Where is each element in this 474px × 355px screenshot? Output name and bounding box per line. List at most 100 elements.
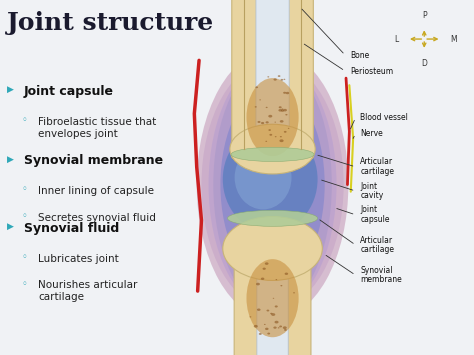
Text: L: L	[394, 34, 399, 44]
Ellipse shape	[255, 106, 257, 108]
Text: Bone: Bone	[350, 50, 369, 60]
Text: Joint
capsule: Joint capsule	[360, 206, 390, 224]
Text: Joint capsule: Joint capsule	[24, 85, 114, 98]
Text: Lubricates joint: Lubricates joint	[38, 254, 118, 264]
Ellipse shape	[281, 285, 283, 286]
Text: Synovial
membrane: Synovial membrane	[360, 266, 402, 284]
Ellipse shape	[275, 279, 277, 280]
Text: Inner lining of capsule: Inner lining of capsule	[38, 186, 154, 196]
Ellipse shape	[235, 146, 292, 209]
Ellipse shape	[283, 326, 287, 329]
Ellipse shape	[259, 99, 261, 100]
Text: Synovial fluid: Synovial fluid	[24, 222, 119, 235]
Ellipse shape	[246, 78, 299, 156]
Ellipse shape	[281, 110, 284, 112]
Ellipse shape	[264, 324, 265, 325]
Ellipse shape	[249, 316, 251, 317]
Ellipse shape	[254, 325, 258, 328]
Text: Nerve: Nerve	[360, 129, 383, 138]
Ellipse shape	[283, 79, 285, 80]
Ellipse shape	[275, 305, 278, 307]
Ellipse shape	[285, 114, 288, 115]
Ellipse shape	[288, 128, 290, 129]
Text: Nourishes articular
cartilage: Nourishes articular cartilage	[38, 280, 137, 302]
Text: Joint
cavity: Joint cavity	[360, 182, 383, 200]
Ellipse shape	[282, 109, 283, 110]
Text: Periosteum: Periosteum	[350, 66, 393, 76]
Ellipse shape	[273, 78, 277, 81]
FancyBboxPatch shape	[256, 0, 289, 151]
Ellipse shape	[279, 326, 282, 327]
Text: M: M	[450, 34, 456, 44]
Ellipse shape	[293, 292, 295, 294]
Ellipse shape	[275, 136, 276, 137]
Text: ◦: ◦	[21, 211, 27, 221]
Ellipse shape	[213, 60, 332, 309]
Ellipse shape	[274, 321, 279, 323]
Ellipse shape	[246, 259, 299, 337]
Text: ▶: ▶	[7, 222, 14, 231]
Ellipse shape	[269, 134, 272, 136]
Ellipse shape	[231, 147, 314, 162]
Ellipse shape	[280, 120, 283, 123]
Text: ◦: ◦	[21, 115, 27, 125]
Ellipse shape	[283, 92, 286, 94]
Ellipse shape	[265, 141, 267, 142]
Ellipse shape	[197, 50, 348, 320]
Ellipse shape	[228, 210, 318, 226]
FancyBboxPatch shape	[232, 0, 313, 159]
Ellipse shape	[255, 86, 258, 88]
Ellipse shape	[268, 115, 273, 118]
Text: D: D	[421, 59, 427, 67]
Ellipse shape	[281, 79, 283, 81]
Ellipse shape	[270, 313, 273, 315]
Text: Blood vessel: Blood vessel	[360, 113, 408, 122]
Ellipse shape	[265, 328, 269, 330]
Ellipse shape	[279, 106, 282, 108]
Ellipse shape	[273, 298, 274, 299]
FancyBboxPatch shape	[234, 246, 311, 355]
Ellipse shape	[265, 107, 268, 108]
Text: ▶: ▶	[7, 154, 14, 163]
Ellipse shape	[256, 283, 260, 285]
Ellipse shape	[201, 60, 344, 309]
Ellipse shape	[223, 126, 318, 233]
Text: P: P	[422, 11, 427, 20]
Ellipse shape	[261, 122, 264, 124]
Ellipse shape	[220, 85, 325, 284]
Text: Joint structure: Joint structure	[7, 11, 214, 35]
Ellipse shape	[273, 327, 277, 329]
Ellipse shape	[278, 327, 280, 328]
Text: Secretes synovial fluid: Secretes synovial fluid	[38, 213, 156, 223]
Ellipse shape	[209, 60, 337, 309]
Ellipse shape	[284, 329, 287, 331]
Ellipse shape	[259, 333, 262, 335]
Ellipse shape	[261, 278, 264, 280]
Ellipse shape	[223, 217, 322, 280]
Ellipse shape	[286, 92, 289, 94]
Text: Articular
cartilage: Articular cartilage	[360, 236, 394, 254]
Text: Synovial membrane: Synovial membrane	[24, 154, 163, 168]
Ellipse shape	[257, 121, 261, 123]
Ellipse shape	[263, 268, 266, 270]
Text: ▶: ▶	[7, 85, 14, 94]
Ellipse shape	[266, 310, 269, 311]
Ellipse shape	[278, 75, 281, 77]
Ellipse shape	[284, 131, 287, 133]
Ellipse shape	[257, 308, 261, 311]
Text: ◦: ◦	[21, 185, 27, 195]
Text: Fibroelastic tissue that
envelopes joint: Fibroelastic tissue that envelopes joint	[38, 117, 156, 139]
Ellipse shape	[265, 262, 269, 265]
Ellipse shape	[280, 136, 282, 137]
Ellipse shape	[268, 129, 271, 131]
Ellipse shape	[271, 313, 275, 316]
Text: ◦: ◦	[21, 279, 27, 289]
Ellipse shape	[230, 124, 315, 174]
Ellipse shape	[280, 139, 283, 142]
Ellipse shape	[265, 121, 269, 124]
Ellipse shape	[278, 109, 282, 111]
Ellipse shape	[284, 273, 288, 275]
Text: ◦: ◦	[21, 252, 27, 262]
Text: Articular
cartilage: Articular cartilage	[360, 158, 394, 176]
Ellipse shape	[283, 109, 287, 111]
